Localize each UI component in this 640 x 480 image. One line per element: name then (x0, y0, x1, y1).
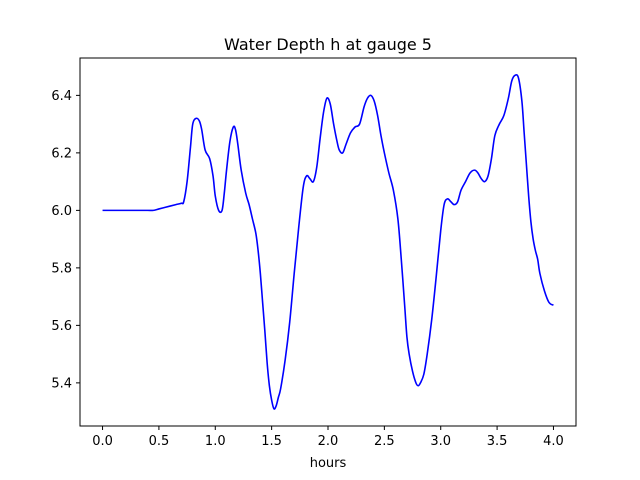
x-tick-label: 3.0 (430, 434, 451, 449)
series-line (102, 74, 554, 410)
y-tick-label: 6.2 (51, 146, 72, 161)
y-tick-label: 5.6 (51, 319, 72, 334)
series-layer (102, 74, 554, 410)
y-tick-label: 5.8 (51, 261, 72, 276)
x-axis-label: hours (310, 456, 347, 471)
x-tick-label: 2.5 (374, 434, 395, 449)
y-tick-label: 5.4 (51, 376, 72, 391)
x-tick-label: 4.0 (543, 434, 564, 449)
x-tick-label: 0.5 (149, 434, 170, 449)
x-tick-label: 1.0 (205, 434, 226, 449)
x-tick-label: 1.5 (261, 434, 282, 449)
x-tick-label: 3.5 (487, 434, 508, 449)
plot-area: 0.0 0.5 1.0 1.5 2.0 2.5 3.0 3.5 4.0 5.4 5.6 5.8 6.0… (51, 57, 577, 449)
y-tick-label: 6.0 (51, 204, 72, 219)
x-tick-label: 0.0 (92, 434, 113, 449)
chart-title: Water Depth h at gauge 5 (224, 35, 432, 54)
x-axis: 0.0 0.5 1.0 1.5 2.0 2.5 3.0 3.5 4.0 (92, 426, 564, 449)
y-tick-label: 6.4 (51, 89, 72, 104)
x-tick-label: 2.0 (318, 434, 339, 449)
y-axis: 5.4 5.6 5.8 6.0 6.2 6.4 (51, 89, 80, 391)
